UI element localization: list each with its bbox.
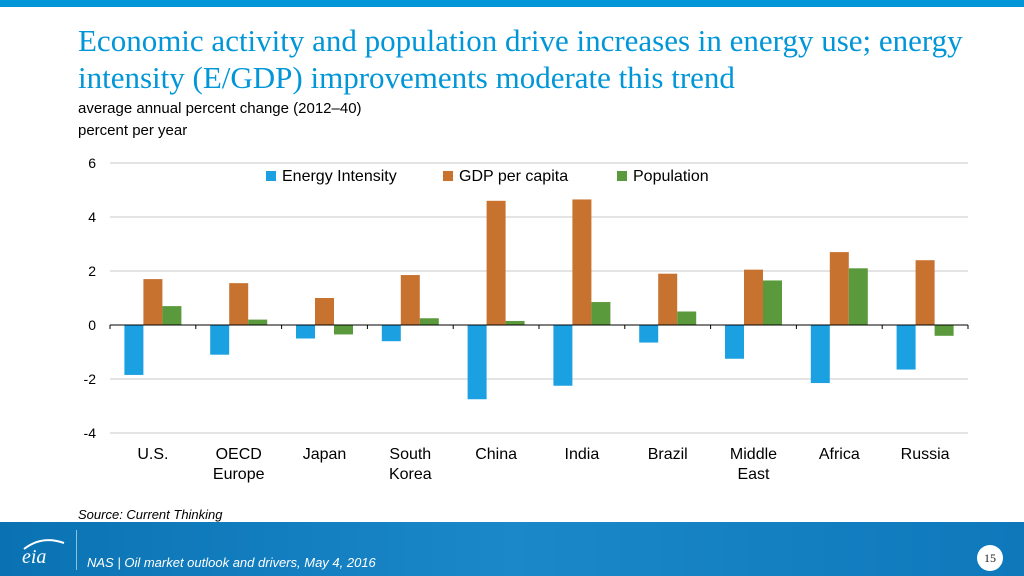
slide-subtitle: average annual percent change (2012–40) — [78, 100, 362, 117]
bar-energy-intensity — [210, 325, 230, 355]
top-accent-bar — [0, 0, 1024, 7]
bar-population — [248, 319, 268, 325]
bar-population — [848, 268, 868, 325]
bar-energy-intensity — [639, 325, 659, 343]
bar-chart: 6 4 2 0 -2 -4 U.S. OECD Europe Japan South Korea Chi… — [84, 155, 969, 483]
x-tick-label: China — [475, 446, 517, 463]
bar-population — [505, 320, 525, 325]
bar-gdp-per-capita — [915, 260, 935, 325]
x-tick-label: Russia — [901, 446, 950, 463]
bar-gdp-per-capita — [744, 269, 763, 325]
source-note: Source: Current Thinking — [78, 507, 223, 522]
bar-energy-intensity — [553, 325, 573, 386]
footer-text: NAS | Oil market outlook and drivers, Ma… — [87, 555, 376, 570]
bar-gdp-per-capita — [143, 279, 163, 325]
bar-gdp-per-capita — [572, 199, 592, 325]
bar-gdp-per-capita — [400, 275, 420, 325]
bar-gdp-per-capita — [315, 298, 334, 325]
y-tick-label: -4 — [84, 425, 97, 441]
bar-energy-intensity — [725, 325, 744, 359]
bar-population — [677, 311, 697, 325]
bar-population — [934, 325, 954, 336]
footer-divider — [76, 530, 77, 570]
eia-logo-icon: eia — [22, 539, 65, 568]
y-tick-label: -2 — [84, 371, 97, 387]
svg-text:eia: eia — [22, 546, 46, 568]
bar-gdp-per-capita — [829, 252, 849, 325]
bar-energy-intensity — [124, 325, 144, 375]
bar-gdp-per-capita — [486, 200, 506, 325]
legend-label: Population — [633, 168, 709, 185]
bar-energy-intensity — [381, 325, 401, 342]
x-tick-label: Middle East — [730, 446, 777, 483]
y-tick-label: 2 — [88, 263, 96, 279]
bar-gdp-per-capita — [229, 283, 249, 325]
legend-label: Energy Intensity — [282, 168, 397, 185]
y-axis-unit-label: percent per year — [78, 122, 188, 139]
page-number: 15 — [977, 545, 1003, 571]
legend-swatch — [617, 171, 627, 181]
y-tick-label: 4 — [88, 209, 96, 225]
x-tick-label: Africa — [819, 446, 860, 463]
slide-title: Economic activity and population drive i… — [78, 23, 963, 95]
x-tick-label: Brazil — [648, 446, 688, 463]
bar-energy-intensity — [810, 325, 830, 384]
x-tick-label: India — [565, 446, 600, 463]
legend-label: GDP per capita — [459, 168, 568, 185]
legend-swatch — [266, 171, 276, 181]
bar-population — [763, 280, 782, 325]
x-tick-label: South Korea — [389, 446, 432, 483]
bar-energy-intensity — [296, 325, 315, 339]
bar-population — [591, 302, 611, 325]
bar-population — [419, 318, 439, 325]
y-tick-label: 0 — [88, 317, 96, 333]
x-tick-label: OECD Europe — [213, 446, 265, 483]
bar-energy-intensity — [896, 325, 916, 370]
bar-population — [162, 306, 182, 325]
bar-population — [334, 325, 353, 335]
footer-bar: eia NAS | Oil market outlook and drivers… — [0, 522, 1024, 576]
bar-gdp-per-capita — [658, 273, 678, 325]
legend-swatch — [443, 171, 453, 181]
x-tick-label: U.S. — [137, 446, 168, 463]
y-tick-label: 6 — [88, 155, 96, 171]
x-tick-label: Japan — [303, 446, 347, 463]
bar-energy-intensity — [467, 325, 487, 400]
